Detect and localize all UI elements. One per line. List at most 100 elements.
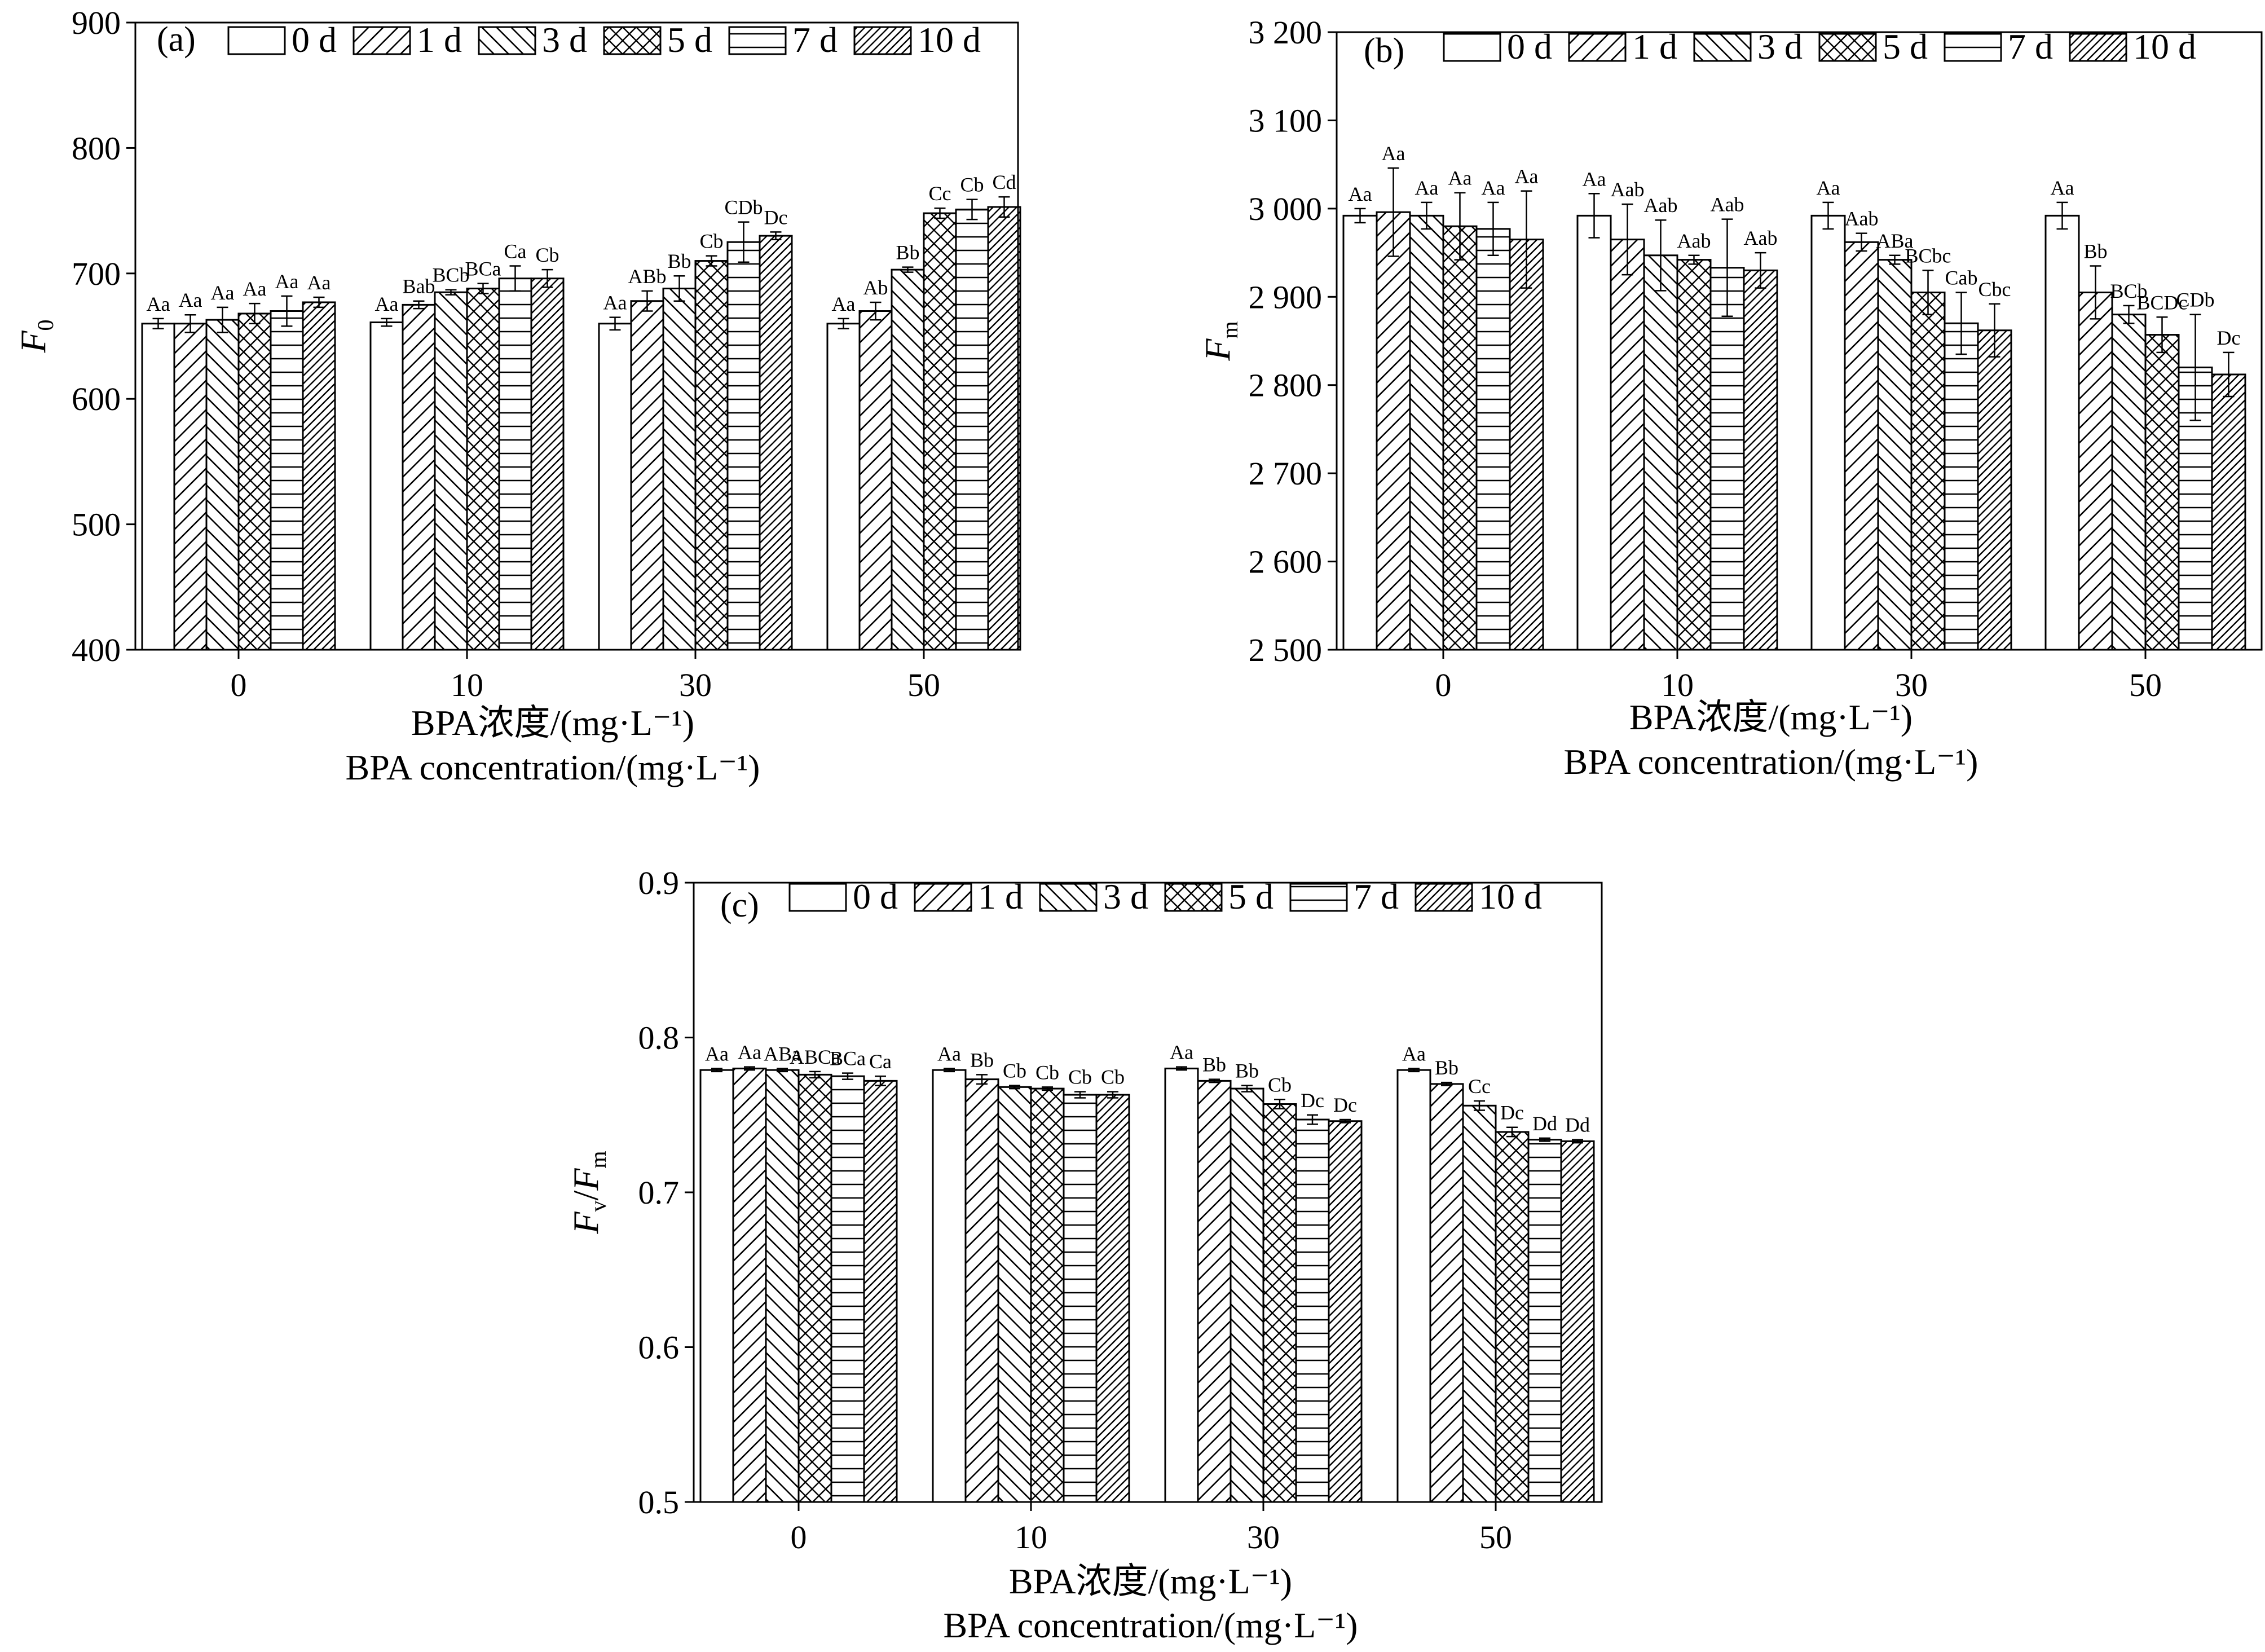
panel-a-xtick-label: 30 — [679, 667, 712, 703]
panel-c-ytick-label: 0.5 — [638, 1484, 680, 1521]
panel-a-bar — [402, 303, 436, 651]
panel-b-bar — [2111, 314, 2147, 651]
panel-b-xlabel-en: BPA concentration/(mg·L⁻¹) — [1564, 742, 1978, 782]
panel-c-bar — [1429, 1083, 1464, 1503]
panel-c-bar — [1328, 1120, 1363, 1503]
panel-b-legend-label: 0 d — [1507, 27, 1552, 67]
panel-c-sig-label: Bb — [1235, 1060, 1259, 1082]
panel-b-ylabel: Fm — [1197, 321, 1242, 361]
panel-c-bar — [1295, 1118, 1330, 1503]
panel-b-xtick-label: 50 — [2129, 667, 2162, 703]
panel-a-sig-label: ABb — [628, 265, 666, 288]
panel-c-xlabel-en: BPA concentration/(mg·L⁻¹) — [944, 1605, 1358, 1645]
panel-b-ytick-label: 3 100 — [1249, 102, 1323, 139]
panel-a-sig-label: Aa — [375, 293, 399, 315]
panel-c-bar — [1030, 1087, 1065, 1503]
panel-c-legend-swatch — [914, 883, 972, 912]
panel-c-sig-label: Aa — [705, 1042, 729, 1065]
panel-a-sig-label: BCb — [432, 264, 469, 287]
panel-a-legend-label: 1 d — [417, 20, 462, 60]
panel-a-legend-swatch — [227, 26, 286, 55]
panel-b-sig-label: Aab — [1711, 193, 1744, 216]
panel-a-bar — [302, 301, 336, 651]
panel-b-bar — [1810, 214, 1846, 651]
panel-b-bar — [1743, 269, 1778, 651]
panel-a-bar — [987, 206, 1021, 651]
panel-c-sig-label: Dc — [1500, 1102, 1524, 1124]
panel-c-legend-label: 3 d — [1103, 876, 1148, 917]
panel-a-legend-swatch — [603, 26, 662, 55]
panel-a-bar — [369, 321, 404, 651]
panel-c-bar — [1396, 1069, 1431, 1503]
panel-c-bar — [1527, 1139, 1562, 1503]
panel-b-legend-label: 7 d — [2008, 27, 2053, 67]
panel-b-sig-label: Aa — [1482, 177, 1505, 199]
panel-a-bar — [173, 323, 208, 651]
panel-b-bar — [1676, 259, 1712, 651]
panel-c-xtick-label: 30 — [1247, 1519, 1280, 1556]
panel-b-sig-label: Cbc — [1978, 278, 2011, 301]
panel-b-legend-label: 3 d — [1757, 27, 1803, 67]
panel-a-sig-label: Cb — [535, 244, 559, 266]
panel-b-bar — [1576, 214, 1612, 651]
panel-b-bar — [1643, 254, 1678, 651]
panel-b-sig-label: ABa — [1876, 230, 1914, 252]
panel-a-bar — [891, 268, 925, 651]
panel-b-bar — [1844, 241, 1879, 651]
panel-a-bar — [434, 291, 468, 651]
panel-b-xlabel-cn: BPA浓度/(mg·L⁻¹) — [1629, 697, 1913, 737]
panel-a-xtick-label: 50 — [907, 667, 940, 703]
panel-c-bar — [1230, 1087, 1264, 1503]
panel-c-sig-label: Cb — [1068, 1066, 1092, 1089]
panel-a-sig-label: Aa — [179, 289, 202, 311]
panel-c-legend-swatch — [1414, 883, 1473, 912]
panel-c-sig-label: Cb — [1003, 1060, 1026, 1082]
panel-c-xtick-label: 50 — [1479, 1519, 1512, 1556]
panel-a-sig-label: Dc — [764, 206, 788, 228]
panel-c-legend-label: 1 d — [978, 876, 1023, 917]
panel-c-sig-label: Aa — [937, 1042, 961, 1065]
panel-a-ytick-label: 700 — [72, 255, 121, 292]
panel-b-xtick-label: 10 — [1661, 667, 1694, 703]
panel-a-bar — [726, 241, 761, 651]
panel-c-sig-label: Bb — [1435, 1056, 1458, 1079]
panel-c-sig-label: Cc — [1468, 1075, 1491, 1098]
panel-c-sig-label: Dd — [1532, 1112, 1557, 1135]
panel-c-bar — [932, 1069, 967, 1503]
panel-a-sig-label: Ca — [504, 240, 527, 262]
panel-b-bar — [1475, 228, 1511, 651]
panel-c-legend-label: 10 d — [1479, 876, 1542, 917]
panel-a-bar — [598, 323, 632, 651]
panel-b-sig-label: BCDc — [2137, 291, 2188, 314]
panel-a-bar — [270, 310, 304, 651]
panel-a-sig-label: Aa — [603, 292, 627, 314]
panel-b-sig-label: Cab — [1945, 266, 1978, 289]
panel-b-sig-label: Aab — [1644, 194, 1678, 217]
panel-b-bar — [1610, 239, 1645, 651]
panel-c-bar — [1197, 1080, 1232, 1503]
panel-a-sig-label: Aa — [147, 293, 170, 315]
panel-b-sig-label: Aa — [2051, 177, 2074, 199]
panel-a-bar — [237, 312, 272, 651]
panel-c-sig-label: Cb — [1035, 1061, 1059, 1083]
panel-b-bar — [1509, 239, 1544, 651]
panel-c-ytick-label: 0.9 — [638, 865, 680, 901]
panel-c-sig-label: Dd — [1565, 1114, 1590, 1136]
panel-a-ytick-label: 600 — [72, 381, 121, 417]
panel-c-legend-swatch — [1039, 883, 1098, 912]
panel-b-sig-label: Aa — [1817, 177, 1840, 199]
panel-c-bar — [1462, 1104, 1497, 1503]
panel-a-legend-swatch — [853, 26, 912, 55]
panel-c-tag: (c) — [720, 886, 759, 924]
panel-a-legend-swatch — [478, 26, 536, 55]
panel-a-bar — [498, 277, 532, 651]
panel-c-bar — [1164, 1067, 1199, 1503]
panel-b-xtick-label: 0 — [1435, 667, 1452, 703]
panel-b-sig-label: Aa — [1583, 168, 1606, 190]
panel-c-legend-label: 7 d — [1354, 876, 1399, 917]
panel-b-sig-label: Dc — [2217, 327, 2241, 349]
panel-c-sig-label: Aa — [1402, 1042, 1426, 1065]
panel-c-sig-label: Dc — [1301, 1089, 1324, 1112]
panel-a-legend-swatch — [352, 26, 411, 55]
